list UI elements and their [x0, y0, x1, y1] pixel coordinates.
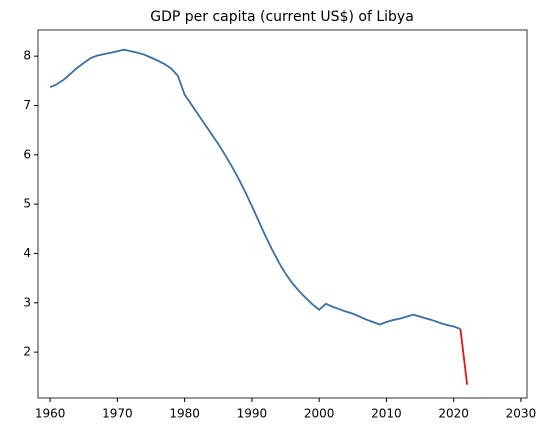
y-tick-label: 5 — [23, 197, 31, 211]
plot-frame — [37, 29, 528, 399]
x-tick-label: 1990 — [237, 407, 268, 421]
y-tick-label: 7 — [23, 98, 31, 112]
x-tick-label: 2030 — [506, 407, 537, 421]
x-tick-label: 2020 — [438, 407, 469, 421]
x-tick-label: 1960 — [35, 407, 66, 421]
x-tick-label: 2000 — [304, 407, 335, 421]
y-tick-label: 6 — [23, 147, 31, 161]
line-series — [49, 48, 461, 330]
chart-title: GDP per capita (current US$) of Libya — [150, 9, 414, 25]
y-tick-label: 8 — [23, 49, 31, 63]
y-tick-label: 2 — [23, 345, 31, 359]
y-tick-label: 3 — [23, 295, 31, 309]
x-tick-label: 1970 — [102, 407, 133, 421]
line-series — [459, 328, 469, 385]
y-tick-label: 4 — [23, 246, 31, 260]
x-tick-label: 2010 — [371, 407, 402, 421]
x-tick-label: 1980 — [169, 407, 200, 421]
